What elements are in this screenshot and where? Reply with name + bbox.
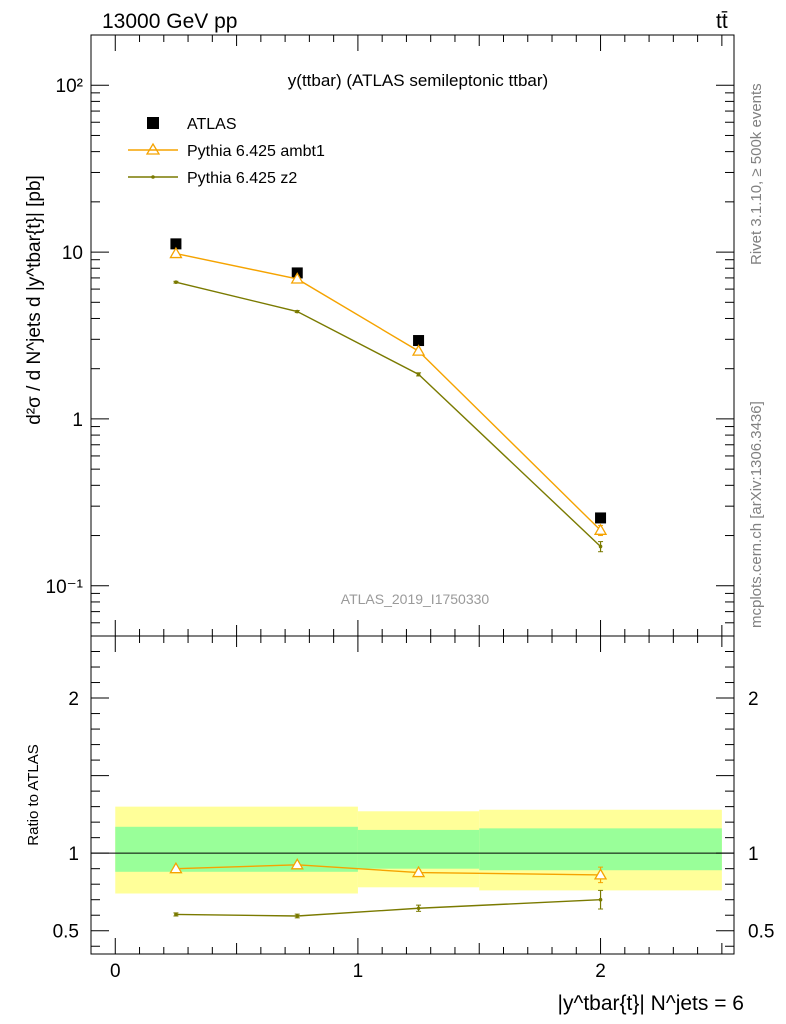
main-pythia-6-425-ambt1-line bbox=[175, 252, 602, 531]
ratio-pythia-6-425-ambt1-point bbox=[290, 858, 304, 870]
ratio-pythia-6-425-z2-point bbox=[416, 906, 421, 911]
main-pythia-6-425-ambt1-point bbox=[290, 272, 304, 284]
process-label: tt̄ bbox=[716, 10, 728, 33]
main-pythia-6-425-z2-point bbox=[174, 280, 178, 284]
analysis-watermark: ATLAS_2019_I1750330 bbox=[341, 591, 490, 607]
ratio-pythia-6-425-ambt1-line bbox=[175, 864, 601, 876]
main-pythia-6-425-z2-point bbox=[416, 372, 421, 377]
ratio-pythia-6-425-z2-point bbox=[174, 912, 178, 917]
legend-marker-z2 bbox=[151, 175, 155, 179]
rivet-note: Rivet 3.1.10, ≥ 500k events bbox=[748, 83, 765, 265]
ratio-pythia-6-425-z2-point bbox=[598, 897, 603, 902]
main-plot-panel: 10⁻¹ 1 10 10² y(ttbar) (ATLAS semileptonic … bbox=[24, 34, 735, 637]
legend-label-z2: Pythia 6.425 z2 bbox=[187, 170, 297, 187]
main-pythia-6-425-z2-point bbox=[598, 544, 603, 549]
ratio-y-tick-label-right: 0.5 bbox=[748, 922, 774, 943]
main-pythia-6-425-z2-point bbox=[295, 309, 300, 314]
main-atlas-point bbox=[413, 335, 425, 347]
legend-label-atlas: ATLAS bbox=[187, 116, 237, 133]
ratio-band-green bbox=[115, 826, 358, 872]
legend: ATLAS Pythia 6.425 ambt1 Pythia 6.425 z2 bbox=[128, 116, 325, 187]
main-y-tick-label: 10⁻¹ bbox=[46, 577, 84, 598]
main-pythia-6-425-ambt1-point bbox=[411, 344, 426, 356]
legend-marker-atlas bbox=[147, 117, 159, 129]
energy-label: 13000 GeV pp bbox=[102, 10, 237, 33]
ratio-y-axis-label: Ratio to ATLAS bbox=[25, 744, 42, 845]
ratio-plot-panel: 0.5 0.5 1 1 2 2 0 1 2 Ratio to ATLAS |y^tbar{t}|… bbox=[25, 635, 774, 1015]
x-axis-label: |y^tbar{t}| N^jets = 6 bbox=[558, 992, 744, 1015]
main-atlas-point bbox=[170, 238, 182, 250]
ratio-y-tick-label-left: 0.5 bbox=[53, 922, 79, 943]
main-plot-marks bbox=[169, 238, 608, 553]
main-y-tick-label: 10 bbox=[62, 243, 83, 264]
ratio-y-tick-label-right: 2 bbox=[748, 689, 759, 710]
ratio-plot-marks bbox=[169, 858, 608, 919]
ratio-pythia-6-425-z2-point bbox=[295, 914, 300, 918]
main-pythia-6-425-ambt1-point bbox=[593, 523, 608, 535]
legend-marker-ambt1 bbox=[145, 142, 161, 155]
main-y-tick-label: 1 bbox=[72, 410, 83, 431]
main-y-tick-label: 10² bbox=[56, 76, 83, 97]
ratio-plot-frame bbox=[90, 635, 735, 955]
x-tick-label: 2 bbox=[595, 961, 606, 982]
main-pythia-6-425-z2-line bbox=[175, 281, 602, 547]
ratio-uncertainty-bands bbox=[91, 806, 734, 894]
main-pythia-6-425-ambt1-point bbox=[169, 246, 183, 259]
ratio-axis-ticks: 0.5 0.5 1 1 2 2 0 1 2 bbox=[53, 635, 774, 982]
main-plot-title: y(ttbar) (ATLAS semileptonic ttbar) bbox=[288, 71, 548, 90]
ratio-y-tick-label-right: 1 bbox=[748, 844, 759, 865]
x-tick-label: 0 bbox=[110, 961, 121, 982]
legend-label-ambt1: Pythia 6.425 ambt1 bbox=[187, 143, 325, 160]
mcplots-note: mcplots.cern.ch [arXiv:1306.3436] bbox=[748, 401, 765, 628]
ratio-y-tick-label-left: 2 bbox=[68, 689, 79, 710]
ratio-band-green bbox=[357, 829, 480, 869]
ratio-pythia-6-425-z2-line bbox=[175, 899, 601, 917]
main-atlas-point bbox=[595, 512, 607, 524]
ratio-y-tick-label-left: 1 bbox=[68, 844, 79, 865]
main-y-axis-label: d²σ / d N^jets d |y^tbar{t}| [pb] bbox=[24, 175, 45, 425]
ratio-band-green bbox=[479, 828, 722, 871]
ratio-pythia-6-425-ambt1-point bbox=[169, 861, 183, 874]
x-tick-label: 1 bbox=[353, 961, 364, 982]
main-axis-ticks: 10⁻¹ 1 10 10² bbox=[46, 34, 734, 637]
ratio-pythia-6-425-ambt1-point bbox=[411, 865, 426, 878]
ratio-pythia-6-425-ambt1-point bbox=[593, 868, 608, 880]
